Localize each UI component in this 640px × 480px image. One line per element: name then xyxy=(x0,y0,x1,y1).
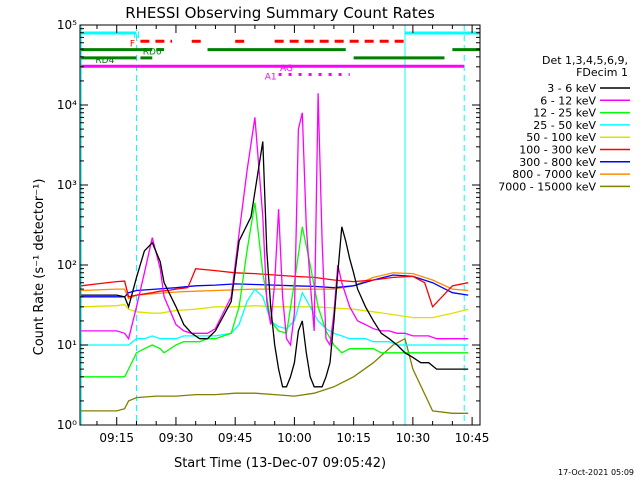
series-line xyxy=(81,93,469,347)
flag-label-n: N xyxy=(133,31,140,41)
plot-frame xyxy=(79,24,481,426)
y-tick-label: 10⁵ xyxy=(57,18,77,32)
x-axis-label: Start Time (13-Dec-07 09:05:42) xyxy=(174,456,386,471)
series-line xyxy=(81,141,469,388)
y-tick-label: 10⁰ xyxy=(57,418,77,432)
flag-label-a1: A1 xyxy=(265,73,277,83)
legend-header: FDecim 1 xyxy=(576,66,628,79)
legend-entry-label: 7000 - 15000 keV xyxy=(498,180,596,193)
y-axis-label: Count Rate (s⁻¹ detector⁻¹) xyxy=(32,179,47,356)
x-tick-label: 09:15 xyxy=(99,431,134,445)
legend-entry-label: 50 - 100 keV xyxy=(526,131,596,144)
chart-title: RHESSI Observing Summary Count Rates xyxy=(125,4,435,22)
flag-label-rd4: RD4 xyxy=(95,56,114,66)
x-tick-label: 09:30 xyxy=(159,431,194,445)
flag-label-f: F xyxy=(130,39,135,49)
x-tick-label: 10:30 xyxy=(396,431,431,445)
legend-entry-label: 300 - 800 keV xyxy=(519,156,596,169)
legend-entry-label: 800 - 7000 keV xyxy=(512,168,596,181)
x-tick-label: 10:00 xyxy=(277,431,312,445)
legend-entry-label: 3 - 6 keV xyxy=(547,82,596,95)
footer-date: 17-Oct-2021 05:09 xyxy=(558,468,634,477)
legend-entry-label: 12 - 25 keV xyxy=(533,107,596,120)
y-tick-label: 10¹ xyxy=(57,338,77,352)
series-line xyxy=(81,272,469,300)
y-axis-ticks: 10⁰ 10¹ 10² 10³ 10⁴ 10⁵ xyxy=(57,18,480,432)
flag-label-ag: AG xyxy=(280,64,293,74)
x-axis-ticks: 09:15 09:30 09:45 10:00 10:15 10:30 10:45 xyxy=(96,25,490,445)
legend-header: Det 1,3,4,5,6,9, xyxy=(542,54,628,67)
legend-entry-label: 100 - 300 keV xyxy=(519,144,596,157)
x-tick-label: 10:15 xyxy=(336,431,371,445)
y-tick-label: 10³ xyxy=(57,178,77,192)
x-tick-label: 09:45 xyxy=(218,431,253,445)
series-line xyxy=(81,202,469,378)
series-lines xyxy=(81,93,469,414)
x-tick-label: 10:45 xyxy=(455,431,490,445)
y-tick-label: 10⁴ xyxy=(57,98,77,112)
series-line xyxy=(81,337,469,414)
flag-label-rd0: RD0 xyxy=(143,48,162,58)
y-tick-label: 10² xyxy=(57,258,77,272)
legend-entry-label: 6 - 12 keV xyxy=(540,94,596,107)
legend-entry-label: 25 - 50 keV xyxy=(533,119,596,132)
vertical-markers xyxy=(80,25,465,425)
series-line xyxy=(81,288,469,346)
